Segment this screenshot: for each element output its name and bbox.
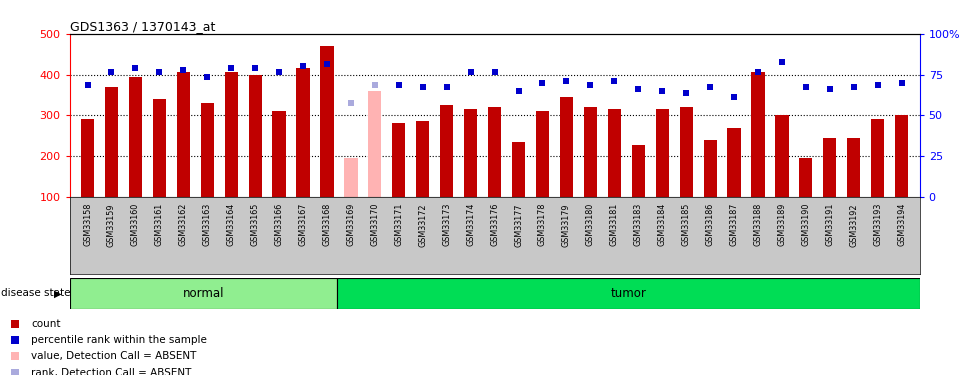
Text: GSM33188: GSM33188: [753, 203, 762, 246]
Text: GDS1363 / 1370143_at: GDS1363 / 1370143_at: [70, 20, 214, 33]
Bar: [560, 97, 573, 197]
Bar: [608, 109, 621, 197]
Bar: [177, 72, 190, 197]
Bar: [128, 76, 142, 197]
Bar: [337, 278, 920, 309]
Bar: [799, 158, 812, 197]
Bar: [392, 123, 406, 197]
Bar: [464, 109, 477, 197]
Text: tumor: tumor: [611, 287, 646, 300]
Bar: [679, 107, 693, 197]
Bar: [703, 140, 717, 197]
Text: GSM33184: GSM33184: [658, 203, 667, 246]
Bar: [536, 111, 549, 197]
Text: ▶: ▶: [54, 288, 62, 298]
Bar: [416, 122, 429, 197]
Text: GSM33171: GSM33171: [394, 203, 404, 246]
Text: GSM33166: GSM33166: [274, 203, 284, 246]
Text: GSM33190: GSM33190: [802, 203, 810, 246]
Bar: [201, 103, 213, 197]
Text: count: count: [31, 319, 61, 329]
Bar: [368, 91, 382, 197]
Text: normal: normal: [183, 287, 224, 300]
Text: GSM33174: GSM33174: [467, 203, 475, 246]
Text: GSM33159: GSM33159: [107, 203, 116, 246]
Text: GSM33172: GSM33172: [418, 203, 427, 246]
Text: GSM33192: GSM33192: [849, 203, 858, 246]
Bar: [776, 116, 788, 197]
Bar: [70, 278, 337, 309]
Text: GSM33183: GSM33183: [634, 203, 642, 246]
Bar: [225, 72, 238, 197]
Text: GSM33164: GSM33164: [227, 203, 236, 246]
Bar: [512, 142, 526, 197]
Bar: [440, 105, 453, 197]
Bar: [272, 111, 286, 197]
Bar: [248, 75, 262, 197]
Text: GSM33187: GSM33187: [729, 203, 739, 246]
Bar: [823, 138, 837, 197]
Bar: [81, 119, 94, 197]
Text: GSM33160: GSM33160: [131, 203, 140, 246]
Text: GSM33173: GSM33173: [442, 203, 451, 246]
Text: GSM33193: GSM33193: [873, 203, 882, 246]
Text: GSM33191: GSM33191: [825, 203, 835, 246]
Text: GSM33185: GSM33185: [682, 203, 691, 246]
Bar: [656, 109, 668, 197]
Text: GSM33167: GSM33167: [298, 203, 307, 246]
Text: GSM33180: GSM33180: [585, 203, 595, 246]
Text: GSM33176: GSM33176: [490, 203, 499, 246]
Text: percentile rank within the sample: percentile rank within the sample: [31, 335, 207, 345]
Text: GSM33163: GSM33163: [203, 203, 212, 246]
Text: rank, Detection Call = ABSENT: rank, Detection Call = ABSENT: [31, 368, 191, 375]
Text: GSM33165: GSM33165: [250, 203, 260, 246]
Text: GSM33186: GSM33186: [705, 203, 715, 246]
Text: GSM33158: GSM33158: [83, 203, 92, 246]
Text: GSM33181: GSM33181: [610, 203, 619, 246]
Text: disease state: disease state: [1, 288, 71, 298]
Bar: [752, 72, 764, 197]
Bar: [632, 145, 645, 197]
Text: GSM33162: GSM33162: [179, 203, 187, 246]
Bar: [871, 119, 884, 197]
Bar: [727, 128, 741, 197]
Bar: [105, 87, 118, 197]
Bar: [488, 107, 501, 197]
Text: GSM33161: GSM33161: [155, 203, 164, 246]
Bar: [344, 158, 357, 197]
Text: GSM33168: GSM33168: [323, 203, 331, 246]
Bar: [583, 107, 597, 197]
Text: GSM33170: GSM33170: [370, 203, 380, 246]
Bar: [895, 116, 908, 197]
Bar: [847, 138, 861, 197]
Bar: [153, 99, 166, 197]
Bar: [321, 46, 333, 197]
Text: GSM33169: GSM33169: [347, 203, 355, 246]
Text: GSM33194: GSM33194: [897, 203, 906, 246]
Text: GSM33178: GSM33178: [538, 203, 547, 246]
Text: GSM33177: GSM33177: [514, 203, 523, 246]
Text: GSM33189: GSM33189: [778, 203, 786, 246]
Bar: [297, 68, 310, 197]
Text: GSM33179: GSM33179: [562, 203, 571, 246]
Text: value, Detection Call = ABSENT: value, Detection Call = ABSENT: [31, 351, 196, 361]
